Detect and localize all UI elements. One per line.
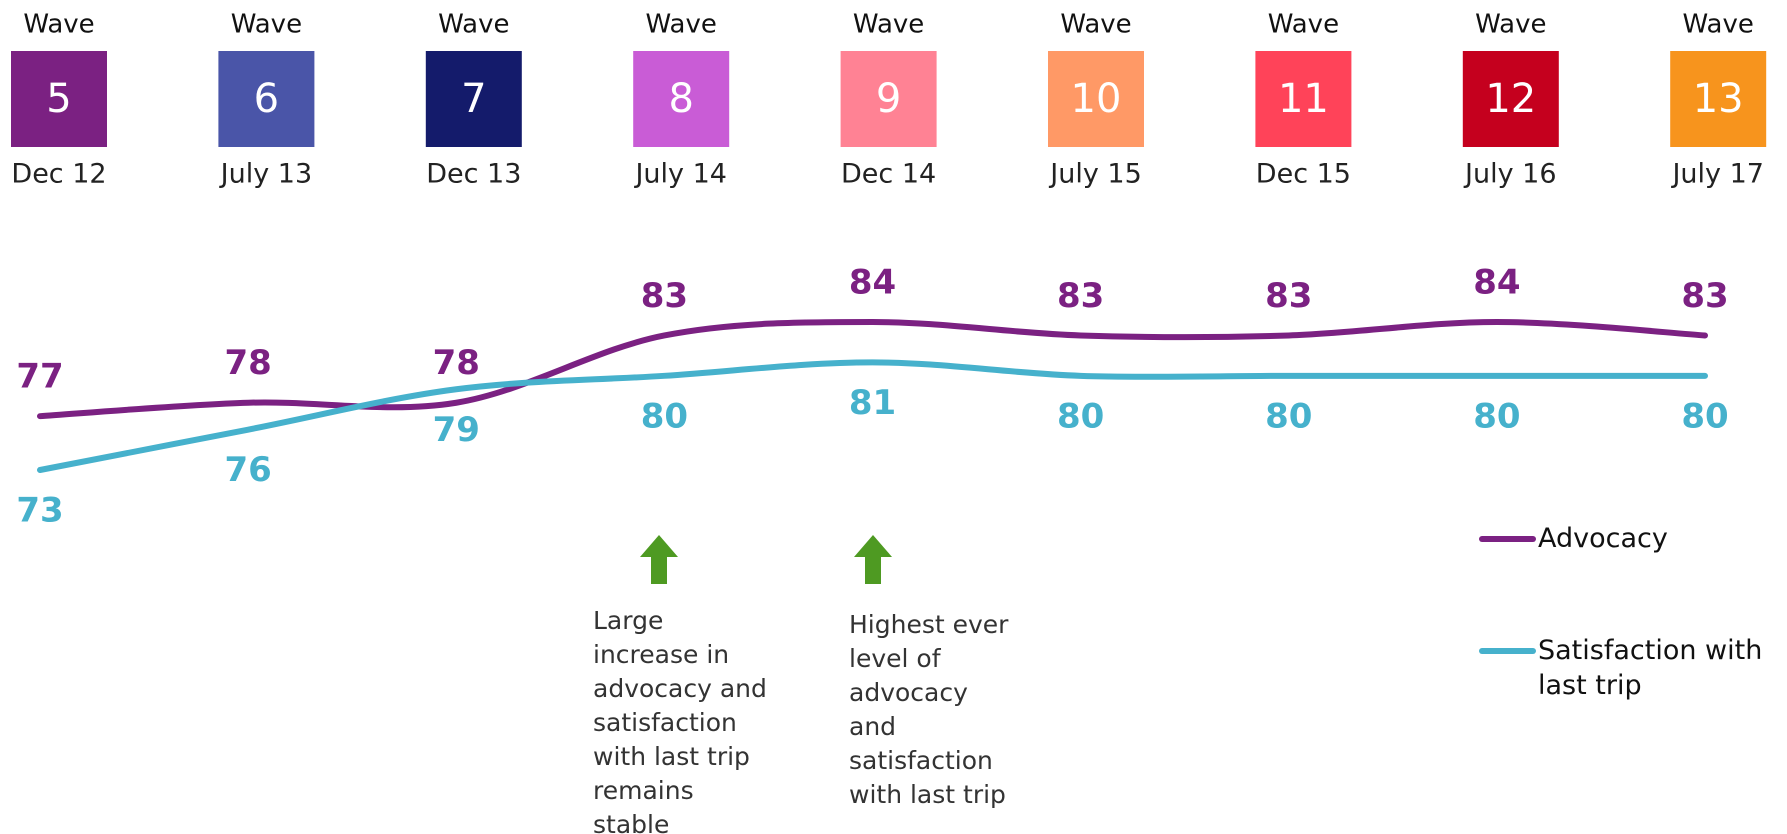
data-label: 80 xyxy=(1681,396,1728,436)
wave-box xyxy=(425,51,522,147)
data-label: 78 xyxy=(433,343,480,383)
data-label: 78 xyxy=(224,343,271,383)
data-label: 80 xyxy=(1473,396,1520,436)
series-line xyxy=(37,359,1708,473)
annotation-text: stable xyxy=(593,810,669,834)
wave-number: 7 xyxy=(461,76,486,122)
x-tick-label: July 16 xyxy=(1463,159,1557,190)
wave-label: Wave xyxy=(646,10,717,40)
wave-number: 6 xyxy=(254,76,279,122)
annotation-text: Highest ever xyxy=(849,610,1009,639)
wave-label: Wave xyxy=(23,10,94,40)
legend-label: Advocacy xyxy=(1538,523,1668,554)
wave-box xyxy=(1255,51,1352,147)
annotation-text: increase in xyxy=(593,640,729,669)
data-label: 84 xyxy=(849,263,896,303)
data-label: 83 xyxy=(1057,276,1104,316)
series-line xyxy=(37,318,1708,420)
data-label: 84 xyxy=(1473,263,1520,303)
x-tick-label: Dec 13 xyxy=(426,159,521,190)
wave-box xyxy=(1048,51,1144,147)
wave-box xyxy=(11,51,107,147)
annotation-text: satisfaction xyxy=(849,746,993,775)
wave-box xyxy=(840,51,937,147)
x-tick-label: July 15 xyxy=(1048,159,1142,190)
wave-label: Wave xyxy=(1475,10,1546,40)
x-tick-label: Dec 15 xyxy=(1256,159,1351,190)
x-tick-label: July 17 xyxy=(1670,159,1764,190)
wave-number: 12 xyxy=(1485,76,1536,122)
annotation-text: remains xyxy=(593,776,694,805)
x-tick-label: Dec 12 xyxy=(11,159,106,190)
wave-box xyxy=(218,51,315,147)
wave-box xyxy=(1670,51,1767,147)
wave-number: 8 xyxy=(668,76,693,122)
wave-number: 11 xyxy=(1278,76,1329,122)
wave-label: Wave xyxy=(1683,10,1754,40)
annotation-text: advocacy and xyxy=(593,674,767,703)
data-label: 83 xyxy=(1681,276,1728,316)
wave-label: Wave xyxy=(853,10,924,40)
wave-number: 13 xyxy=(1693,76,1744,122)
data-label: 80 xyxy=(1057,396,1104,436)
annotation-text: with last trip xyxy=(593,742,750,771)
data-label: 76 xyxy=(224,450,271,490)
x-tick-label: July 13 xyxy=(219,159,313,190)
wave-box xyxy=(633,51,730,147)
data-label: 80 xyxy=(641,396,688,436)
arrow xyxy=(640,535,678,584)
annotation-text: advocacy xyxy=(849,678,968,707)
wave-label: Wave xyxy=(231,10,302,40)
data-label: 83 xyxy=(641,276,688,316)
arrow xyxy=(854,535,892,584)
wave-label: Wave xyxy=(1060,10,1131,40)
data-label: 77 xyxy=(16,357,63,397)
x-tick-label: Dec 14 xyxy=(841,159,936,190)
wave-number: 5 xyxy=(46,76,71,122)
data-label: 83 xyxy=(1265,276,1312,316)
data-label: 79 xyxy=(433,410,480,450)
annotation-text: with last trip xyxy=(849,780,1006,809)
data-label: 80 xyxy=(1265,396,1312,436)
annotation-text: level of xyxy=(849,644,942,673)
wave-number: 10 xyxy=(1071,76,1122,122)
annotation-text: and xyxy=(849,712,896,741)
legend-label: Satisfaction with last trip xyxy=(1538,635,1763,701)
wave-box xyxy=(1462,51,1559,147)
annotation-text: satisfaction xyxy=(593,708,737,737)
wave-label: Wave xyxy=(1268,10,1339,40)
data-label: 81 xyxy=(849,383,896,423)
wave-number: 9 xyxy=(876,76,901,122)
data-label: 73 xyxy=(16,491,63,531)
wave-label: Wave xyxy=(438,10,509,40)
annotation-text: Large xyxy=(593,606,663,635)
x-tick-label: July 14 xyxy=(633,159,727,190)
